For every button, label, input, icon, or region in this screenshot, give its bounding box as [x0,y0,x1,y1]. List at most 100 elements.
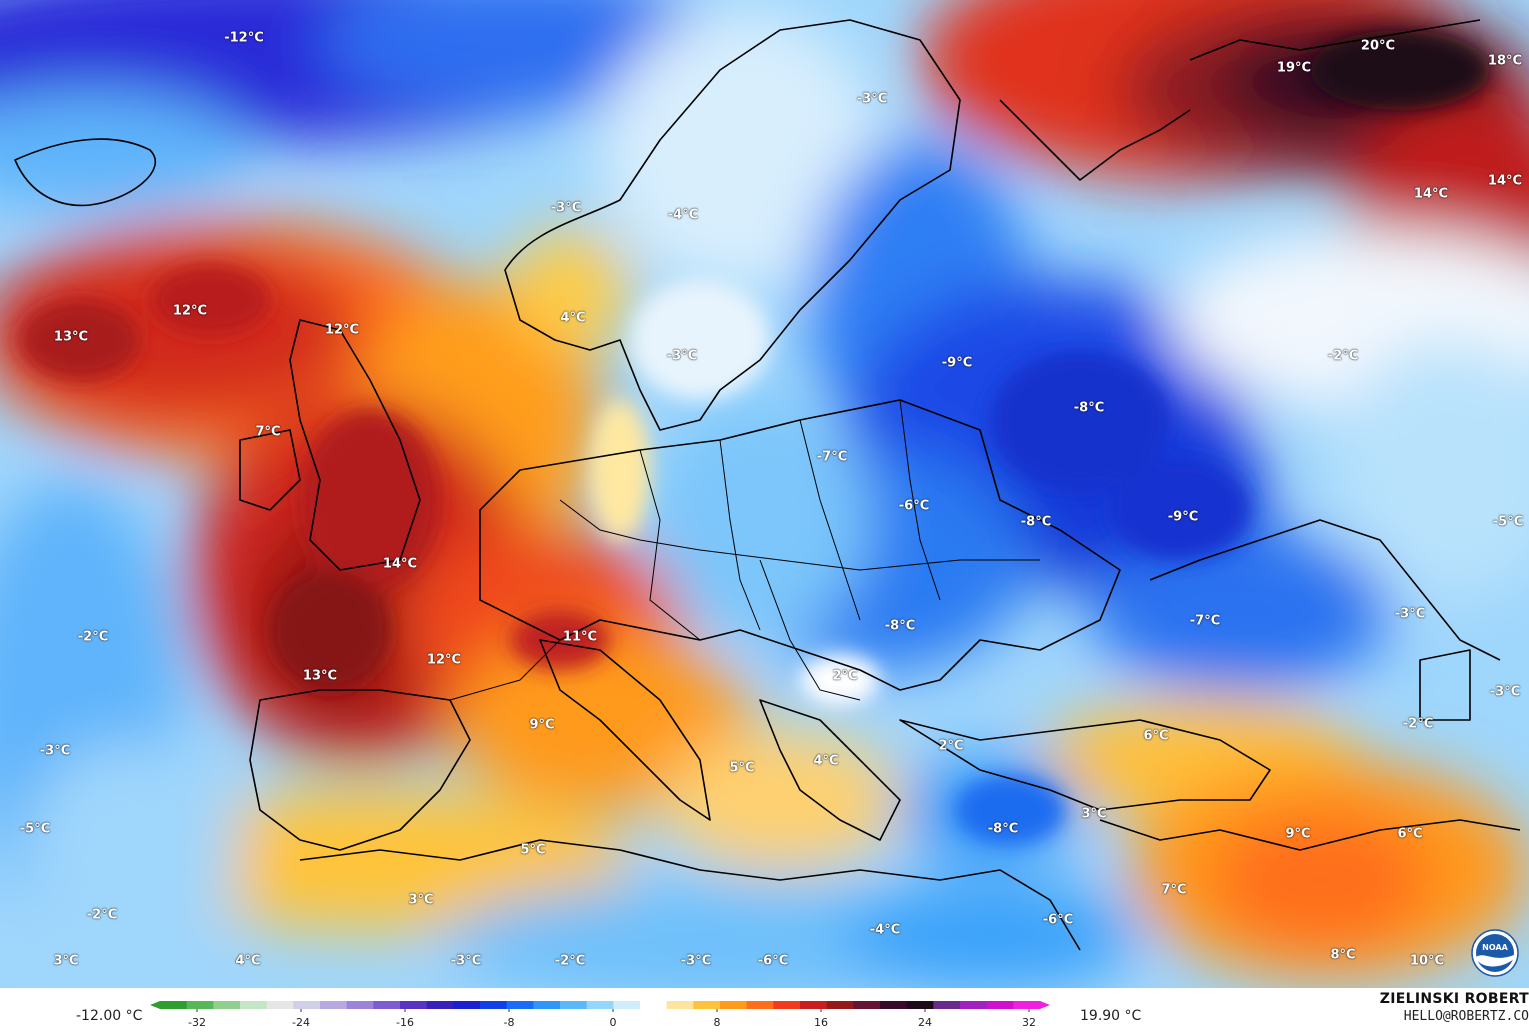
temperature-label: -8°C [1073,400,1105,416]
colorbar-segment [1013,1001,1041,1009]
temperature-label: -2°C [1402,716,1434,732]
temperature-label: 4°C [560,310,586,326]
temperature-label: 6°C [1143,728,1169,744]
colorbar-segment [693,1001,721,1009]
temperature-label: 3°C [1081,806,1107,822]
temperature-label: 4°C [813,753,839,769]
temperature-label: 18°C [1487,53,1523,69]
temperature-label: 14°C [382,556,418,572]
temperature-label: -6°C [757,953,789,969]
colorbar-segment [320,1001,348,1009]
temperature-label: 4°C [235,953,261,969]
temperature-anomaly-map: -12°C 20°C 19°C 18°C -3°C 14°C 14°C -3°C -4°C 12°… [0,0,1529,988]
temperature-label: 6°C [1397,826,1423,842]
colorbar-segment [933,1001,961,1009]
colorbar-segment [906,1001,934,1009]
svg-text:NOAA: NOAA [1482,943,1508,952]
temperature-label: 5°C [520,842,546,858]
colorbar-segment [533,1001,561,1009]
temperature-label: 3°C [53,953,79,969]
temperature-label: 12°C [172,303,208,319]
colorbar-segment [346,1001,374,1009]
colorbar-segment [480,1001,508,1009]
temperature-label: -2°C [77,629,109,645]
colorbar-segment [453,1001,481,1009]
temperature-label: 3°C [408,892,434,908]
colorbar-tick-label: 24 [918,1016,932,1029]
colorbar-tick-label: -8 [504,1016,515,1029]
temperature-label: 19°C [1276,60,1312,76]
colorbar-segment [160,1001,188,1009]
temperature-label: -8°C [884,618,916,634]
temperature-label: -3°C [680,953,712,969]
credit-name: ZIELINSKI ROBERT [1379,991,1529,1007]
temperature-label: 9°C [529,717,555,733]
colorbar-tick-label: -24 [292,1016,310,1029]
colorbar-segment [720,1001,748,1009]
temperature-label: -8°C [1020,514,1052,530]
colorbar-segment [826,1001,854,1009]
colorbar-segment [613,1001,641,1009]
colorbar-segment [426,1001,454,1009]
colorbar-segment [853,1001,881,1009]
temperature-label: 20°C [1360,38,1396,54]
colorbar-tick-label: -16 [396,1016,414,1029]
temperature-label: -5°C [19,821,51,837]
map-canvas [0,0,1529,988]
colorbar-segment [560,1001,588,1009]
temperature-label: -4°C [869,922,901,938]
colorbar-arrow [150,1001,160,1009]
colorbar-min-label: -12.00 °C [76,1008,143,1024]
temperature-label: -2°C [1327,348,1359,364]
temperature-label: 7°C [255,424,281,440]
temperature-label: 13°C [53,329,89,345]
temperature-label: 5°C [729,760,755,776]
colorbar-tick-label: 32 [1022,1016,1036,1029]
temperature-label: -3°C [39,743,71,759]
temperature-label: 10°C [1409,953,1445,969]
colorbar-segment [240,1001,268,1009]
colorbar-segment [640,1001,668,1009]
colorbar-segment [506,1001,534,1009]
colorbar-segment [400,1001,428,1009]
temperature-label: -3°C [450,953,482,969]
colorbar-segment [880,1001,908,1009]
colorbar-segment [293,1001,321,1009]
temperature-label: 2°C [938,738,964,754]
colorbar-tick-label: 16 [814,1016,828,1029]
colorbar-tick-label: 8 [714,1016,721,1029]
colorbar-segment [266,1001,294,1009]
colorbar-segment [986,1001,1014,1009]
temperature-label: -2°C [86,907,118,923]
temperature-label: -2°C [554,953,586,969]
temperature-label: 12°C [324,322,360,338]
borders [449,399,1040,701]
colorbar-segment [186,1001,214,1009]
temperature-label: -3°C [1394,606,1426,622]
temperature-label: 12°C [426,652,462,668]
temperature-label: -7°C [1189,613,1221,629]
temperature-label: 9°C [1285,826,1311,842]
temperature-label: 2°C [832,668,858,684]
temperature-label: 11°C [562,629,598,645]
temperature-label: 14°C [1413,186,1449,202]
colorbar-tick-label: 0 [610,1016,617,1029]
temperature-label: -9°C [1167,509,1199,525]
temperature-label: -7°C [816,449,848,465]
temperature-label: -12°C [224,30,264,46]
temperature-label: -3°C [856,91,888,107]
noaa-logo-icon: NOAA [1471,929,1519,977]
colorbar-segment [586,1001,614,1009]
colorbar-segment [960,1001,988,1009]
temperature-label: -5°C [1492,514,1524,530]
colorbar-segment [373,1001,401,1009]
temperature-label: -6°C [898,498,930,514]
colorbar-segment [666,1001,694,1009]
colorbar-tick-label: -32 [188,1016,206,1029]
temperature-label: -3°C [550,200,582,216]
colorbar-segment [746,1001,774,1009]
temperature-label: 8°C [1330,947,1356,963]
temperature-label: -9°C [941,355,973,371]
map-footer: -12.00 °C -32 -24 -16 -8 0 8 16 24 32 19.90 °C Z… [0,988,1529,1035]
temperature-label: 13°C [302,668,338,684]
